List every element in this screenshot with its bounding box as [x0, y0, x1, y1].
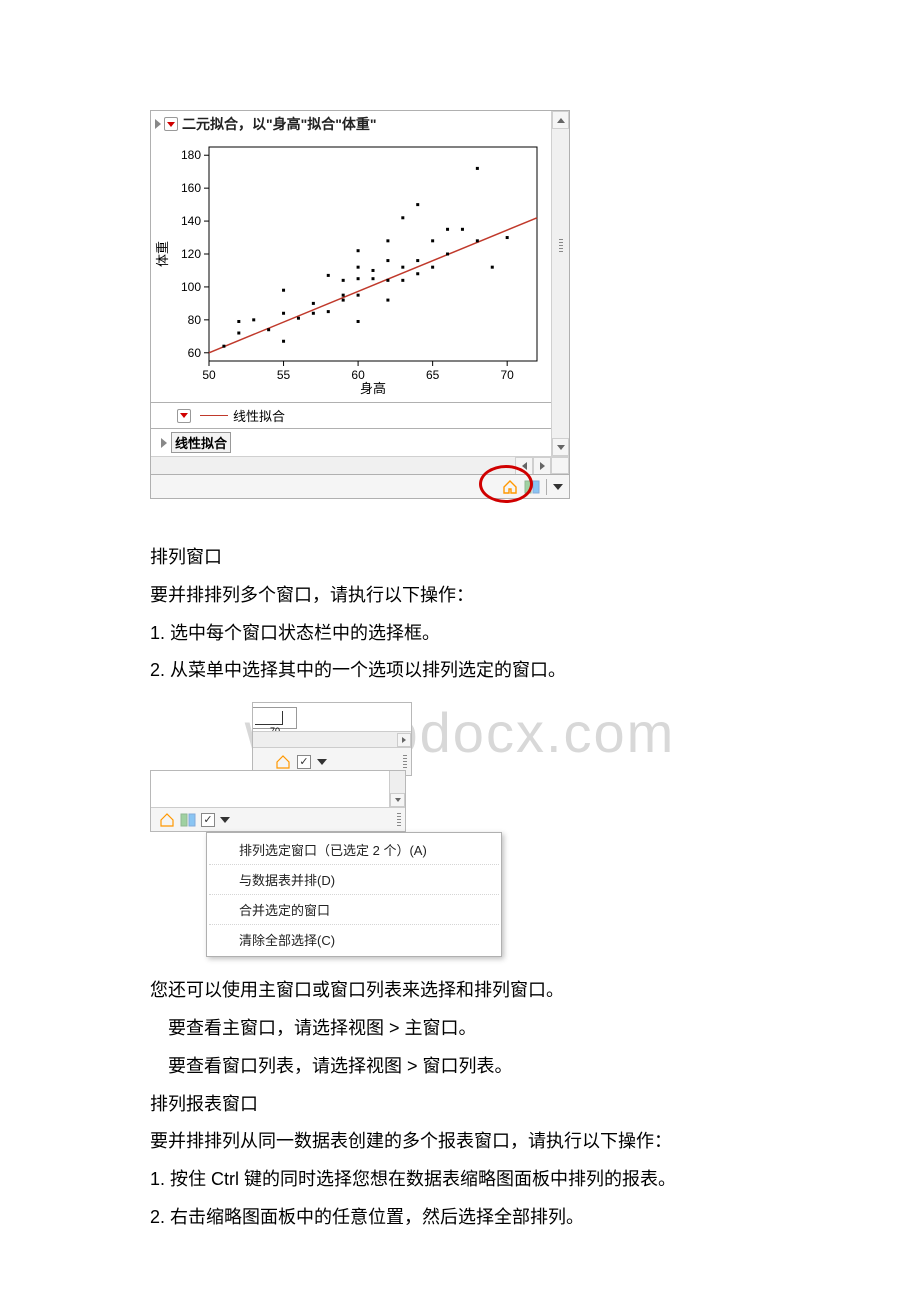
vertical-scrollbar[interactable] — [551, 111, 569, 456]
menu-item-clear[interactable]: 清除全部选择(C) — [209, 925, 499, 954]
back-scrollbar[interactable] — [253, 731, 411, 747]
svg-text:60: 60 — [351, 368, 365, 382]
legend-label: 线性拟合 — [233, 406, 285, 425]
legend-dropdown-icon[interactable] — [177, 409, 191, 423]
chart-title: 二元拟合，以"身高"拟合"体重" — [182, 114, 377, 134]
resize-grip-icon[interactable] — [397, 813, 401, 827]
menu-item-sidebyside[interactable]: 与数据表并排(D) — [209, 865, 499, 895]
paragraph: 要查看窗口列表，请选择视图 > 窗口列表。 — [150, 1048, 770, 1086]
paragraph: 要并排排列多个窗口，请执行以下操作： — [150, 577, 770, 615]
svg-text:100: 100 — [181, 280, 201, 294]
disclosure-icon[interactable] — [161, 438, 167, 448]
scroll-down-icon[interactable] — [390, 793, 405, 807]
resize-grip-icon[interactable] — [403, 755, 407, 769]
svg-text:140: 140 — [181, 214, 201, 228]
scroll-track[interactable] — [552, 129, 569, 438]
axis-stub: 70 — [253, 707, 297, 729]
scroll-up-icon[interactable] — [552, 111, 569, 129]
svg-text:80: 80 — [188, 313, 202, 327]
sub-section-label: 线性拟合 — [171, 432, 231, 453]
sub-section-row[interactable]: 线性拟合 — [151, 428, 551, 456]
figure-2: 70 ✓ ✓ — [150, 702, 550, 960]
legend-row: 线性拟合 — [151, 402, 551, 428]
svg-text:50: 50 — [202, 368, 216, 382]
heading: 排列报表窗口 — [150, 1086, 770, 1124]
menu-dropdown-icon[interactable] — [317, 759, 327, 765]
layout-icon[interactable] — [180, 813, 196, 827]
layout-icon[interactable] — [524, 480, 540, 494]
svg-text:60: 60 — [188, 346, 202, 360]
home-icon[interactable] — [275, 755, 291, 769]
paragraph: 要查看主窗口，请选择视图 > 主窗口。 — [150, 1010, 770, 1048]
scroll-down-icon[interactable] — [552, 438, 569, 456]
menu-dropdown-icon[interactable] — [553, 484, 563, 490]
scroll-track-h[interactable] — [151, 457, 515, 474]
svg-text:180: 180 — [181, 148, 201, 162]
svg-text:70: 70 — [501, 368, 515, 382]
svg-text:65: 65 — [426, 368, 440, 382]
list-item: 1. 按住 Ctrl 键的同时选择您想在数据表缩略图面板中排列的报表。 — [150, 1161, 770, 1199]
scroll-left-icon[interactable] — [515, 457, 533, 475]
heading: 排列窗口 — [150, 539, 770, 577]
chart-window: 二元拟合，以"身高"拟合"体重" 60 80 100 120 140 160 180 50 55… — [150, 110, 570, 499]
svg-text:体重: 体重 — [155, 241, 170, 267]
home-icon[interactable] — [502, 480, 518, 494]
chart-svg: 60 80 100 120 140 160 180 50 55 60 65 70 身高 体重 — [151, 137, 549, 397]
chart-title-bar: 二元拟合，以"身高"拟合"体重" — [151, 111, 551, 137]
home-icon[interactable] — [159, 813, 175, 827]
horizontal-scrollbar[interactable] — [151, 456, 569, 474]
scatter-plot: 60 80 100 120 140 160 180 50 55 60 65 70 身高 体重 — [151, 137, 551, 402]
svg-text:55: 55 — [277, 368, 291, 382]
red-dropdown-icon[interactable] — [164, 117, 178, 131]
scroll-right-icon[interactable] — [533, 457, 551, 475]
scroll-right-icon[interactable] — [397, 733, 411, 747]
svg-text:120: 120 — [181, 247, 201, 261]
menu-item-arrange[interactable]: 排列选定窗口（已选定 2 个）(A) — [209, 835, 499, 865]
svg-text:160: 160 — [181, 181, 201, 195]
legend-line-icon — [200, 415, 228, 416]
paragraph: 您还可以使用主窗口或窗口列表来选择和排列窗口。 — [150, 972, 770, 1010]
context-menu: 排列选定窗口（已选定 2 个）(A) 与数据表并排(D) 合并选定的窗口 清除全… — [206, 832, 502, 957]
list-item: 2. 右击缩略图面板中的任意位置，然后选择全部排列。 — [150, 1199, 770, 1237]
divider — [546, 479, 547, 495]
svg-text:身高: 身高 — [360, 381, 386, 396]
scroll-corner — [551, 457, 569, 474]
front-scrollbar[interactable] — [389, 771, 405, 807]
menu-item-merge[interactable]: 合并选定的窗口 — [209, 895, 499, 925]
select-checkbox[interactable]: ✓ — [201, 813, 215, 827]
doc-content: 排列窗口 要并排排列多个窗口，请执行以下操作： 1. 选中每个窗口状态栏中的选择… — [150, 539, 770, 1237]
paragraph: 要并排排列从同一数据表创建的多个报表窗口，请执行以下操作： — [150, 1123, 770, 1161]
status-bar — [151, 474, 569, 498]
select-checkbox[interactable]: ✓ — [297, 755, 311, 769]
disclosure-icon[interactable] — [155, 119, 161, 129]
front-window: ✓ — [150, 770, 406, 832]
list-item: 1. 选中每个窗口状态栏中的选择框。 — [150, 615, 770, 653]
menu-dropdown-icon[interactable] — [220, 817, 230, 823]
list-item: 2. 从菜单中选择其中的一个选项以排列选定的窗口。 — [150, 652, 770, 690]
front-statusbar: ✓ — [151, 807, 405, 831]
back-window: 70 ✓ — [252, 702, 412, 776]
